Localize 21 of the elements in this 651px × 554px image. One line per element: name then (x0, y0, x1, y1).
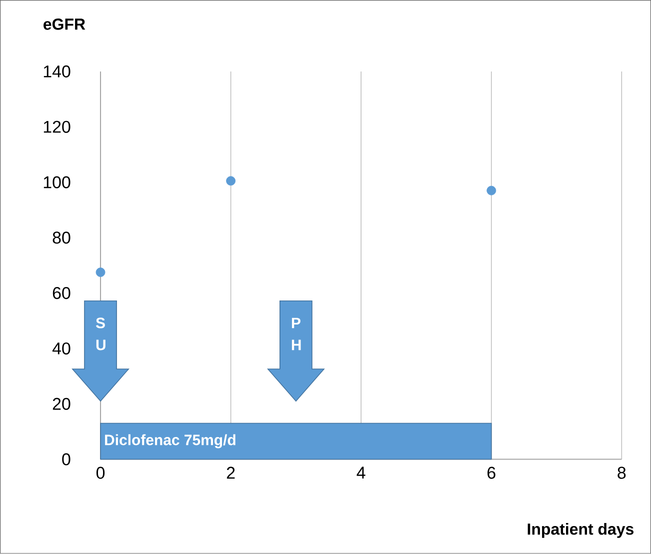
annotation: S U (96, 318, 106, 350)
x-tick-label: 2 (226, 466, 235, 479)
point (486, 186, 496, 196)
y-tick-label: 60 (52, 287, 70, 300)
x-tick-label: 0 (96, 466, 105, 479)
x-axis-title: Inpatient days (528, 523, 634, 538)
y-tick-label: 120 (44, 120, 70, 133)
y-tick-label: 140 (44, 66, 70, 78)
y-tick-label: 80 (52, 232, 70, 244)
y-tick-label: 20 (52, 398, 70, 410)
y-tick-label: 100 (44, 176, 70, 188)
y-tick-label: 0 (62, 453, 70, 466)
annotation: P H (292, 318, 301, 350)
x-tick-label: 8 (618, 466, 626, 479)
point (226, 176, 236, 186)
y-tick-label: 40 (52, 342, 70, 355)
x-tick-label: 4 (356, 466, 366, 479)
y-axis-title: eGFR (44, 18, 86, 30)
band-label: Diclofenac 75mg/d (105, 434, 236, 448)
x-tick-label: 6 (488, 466, 496, 479)
point (96, 268, 106, 278)
